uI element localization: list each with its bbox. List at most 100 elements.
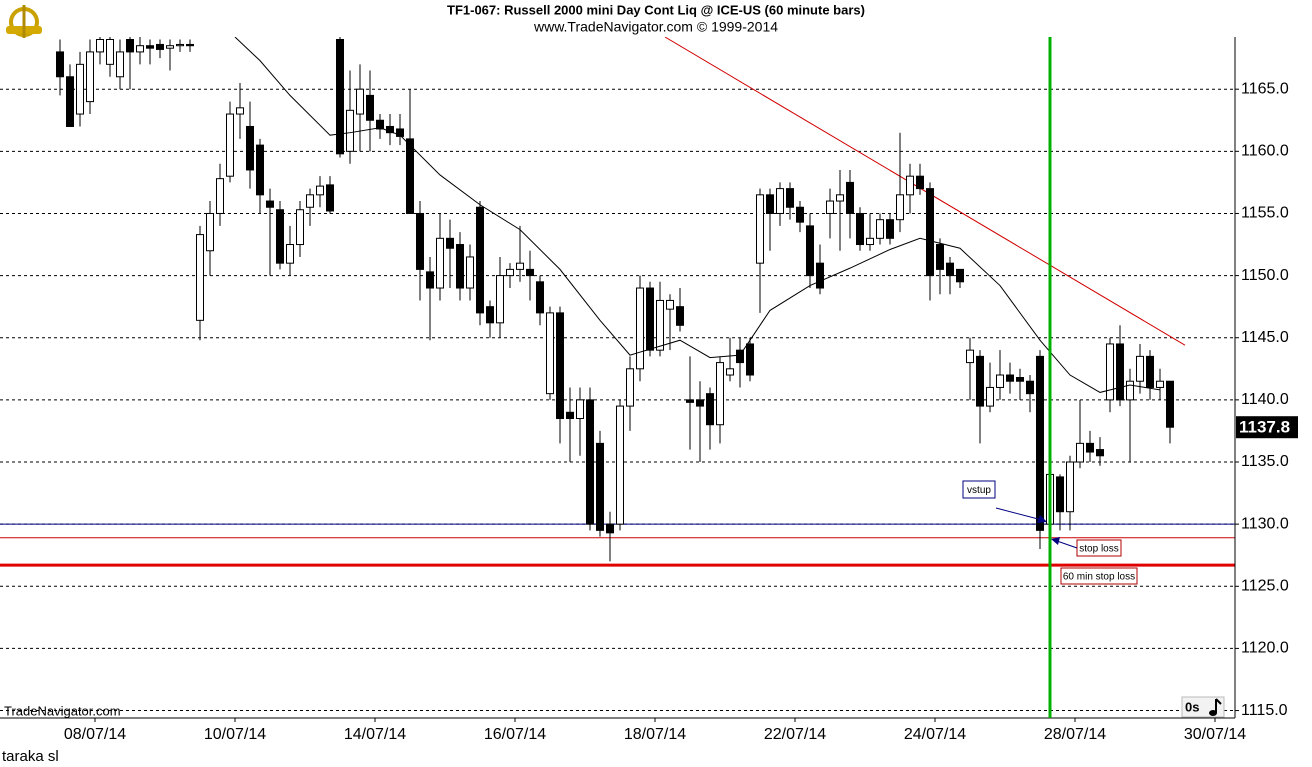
y-tick-label: 1140.0: [1241, 391, 1289, 408]
x-tick-label: 24/07/14: [904, 726, 966, 743]
candle-body: [156, 43, 164, 50]
candle-body: [326, 184, 334, 212]
candle-body: [856, 212, 864, 246]
candle-body: [356, 88, 364, 115]
arrow-head: [1037, 515, 1047, 523]
y-tick-label: 1120.0: [1241, 640, 1289, 657]
annotation-box: [1060, 567, 1138, 585]
candle-body: [1006, 374, 1014, 382]
candle-body: [486, 306, 494, 324]
y-tick-label: 1115.0: [1241, 702, 1288, 719]
candle-body: [886, 219, 894, 239]
annotation-arrow: [1056, 540, 1078, 549]
candle-body: [756, 194, 764, 264]
candle-body: [956, 268, 964, 283]
candle-body: [606, 523, 614, 534]
candle-body: [106, 38, 114, 65]
candle-body: [116, 51, 124, 78]
candle-body: [406, 138, 414, 214]
candle-body: [476, 206, 484, 314]
candle-body: [866, 237, 874, 246]
candle-body: [926, 188, 934, 277]
x-tick-label: 16/07/14: [484, 726, 546, 743]
candle-body: [636, 287, 644, 370]
candle-body: [976, 355, 984, 407]
candle-body: [646, 287, 654, 351]
candle-body: [396, 128, 404, 137]
candle-body: [296, 209, 304, 246]
candle-body: [1116, 343, 1124, 401]
candle-body: [86, 51, 94, 103]
trend-line: [664, 37, 1186, 346]
candle-body: [276, 209, 284, 264]
candle-body: [1156, 380, 1164, 388]
candle-body: [906, 175, 914, 196]
candle-body: [386, 125, 394, 134]
y-tick-label: 1165.0: [1241, 80, 1289, 97]
candle-body: [776, 188, 784, 214]
candle-body: [816, 262, 824, 289]
y-tick-label: 1160.0: [1241, 143, 1289, 160]
candle-body: [686, 399, 694, 403]
y-tick-label: 1125.0: [1241, 577, 1289, 594]
last-price-box: [1236, 416, 1298, 439]
candle-body: [626, 368, 634, 407]
candle-body: [566, 411, 574, 420]
annotation-box: [962, 480, 996, 499]
footer-note: taraka sl: [2, 748, 59, 765]
last-price-label: 1137.8: [1239, 418, 1290, 437]
chart-subtitle: www.TradeNavigator.com © 1999-2014: [533, 19, 778, 35]
candle-body: [286, 244, 294, 264]
candle-body: [1066, 461, 1074, 513]
y-tick-label: 1130.0: [1241, 515, 1289, 532]
candle-body: [516, 262, 524, 270]
candle-body: [1166, 380, 1174, 428]
candle-body: [796, 206, 804, 223]
candle-body: [66, 76, 74, 127]
candle-body: [846, 181, 854, 214]
candle-body: [876, 219, 884, 239]
candle-body: [1146, 355, 1154, 388]
candle-body: [1056, 476, 1064, 513]
candle-body: [336, 38, 344, 155]
y-tick-label: 1155.0: [1241, 205, 1289, 222]
candle-body: [616, 405, 624, 525]
y-tick-label: 1145.0: [1241, 329, 1289, 346]
candle-body: [1036, 355, 1044, 531]
x-tick-label: 14/07/14: [344, 726, 406, 743]
annotation-arrow: [995, 507, 1043, 521]
plot-area: [0, 37, 1235, 712]
candle-body: [216, 178, 224, 214]
x-tick-label: 10/07/14: [204, 726, 266, 743]
candle-body: [176, 43, 184, 47]
candle-body: [696, 399, 704, 407]
candle-body: [676, 306, 684, 326]
x-tick-label: 28/07/14: [1044, 726, 1106, 743]
candle-body: [446, 237, 454, 249]
candle-body: [806, 225, 814, 277]
candle-body: [226, 113, 234, 177]
candle-body: [666, 299, 674, 310]
candle-body: [736, 349, 744, 364]
candle-body: [126, 38, 134, 53]
candle-body: [526, 268, 534, 277]
candle-body: [146, 45, 154, 49]
candle-body: [596, 442, 604, 531]
candle-body: [966, 349, 974, 364]
candle-body: [746, 343, 754, 376]
candle-body: [96, 38, 104, 53]
candle-body: [576, 399, 584, 420]
annotation-label: vstup: [967, 485, 991, 496]
candle-body: [456, 244, 464, 289]
candle-body: [1136, 355, 1144, 382]
arrow-head: [1051, 537, 1060, 545]
candle-body: [206, 212, 214, 252]
candle-body: [1016, 377, 1024, 382]
candle-body: [376, 119, 384, 130]
candle-body: [466, 256, 474, 289]
x-tick-label: 18/07/14: [624, 726, 686, 743]
candle-body: [996, 374, 1004, 388]
